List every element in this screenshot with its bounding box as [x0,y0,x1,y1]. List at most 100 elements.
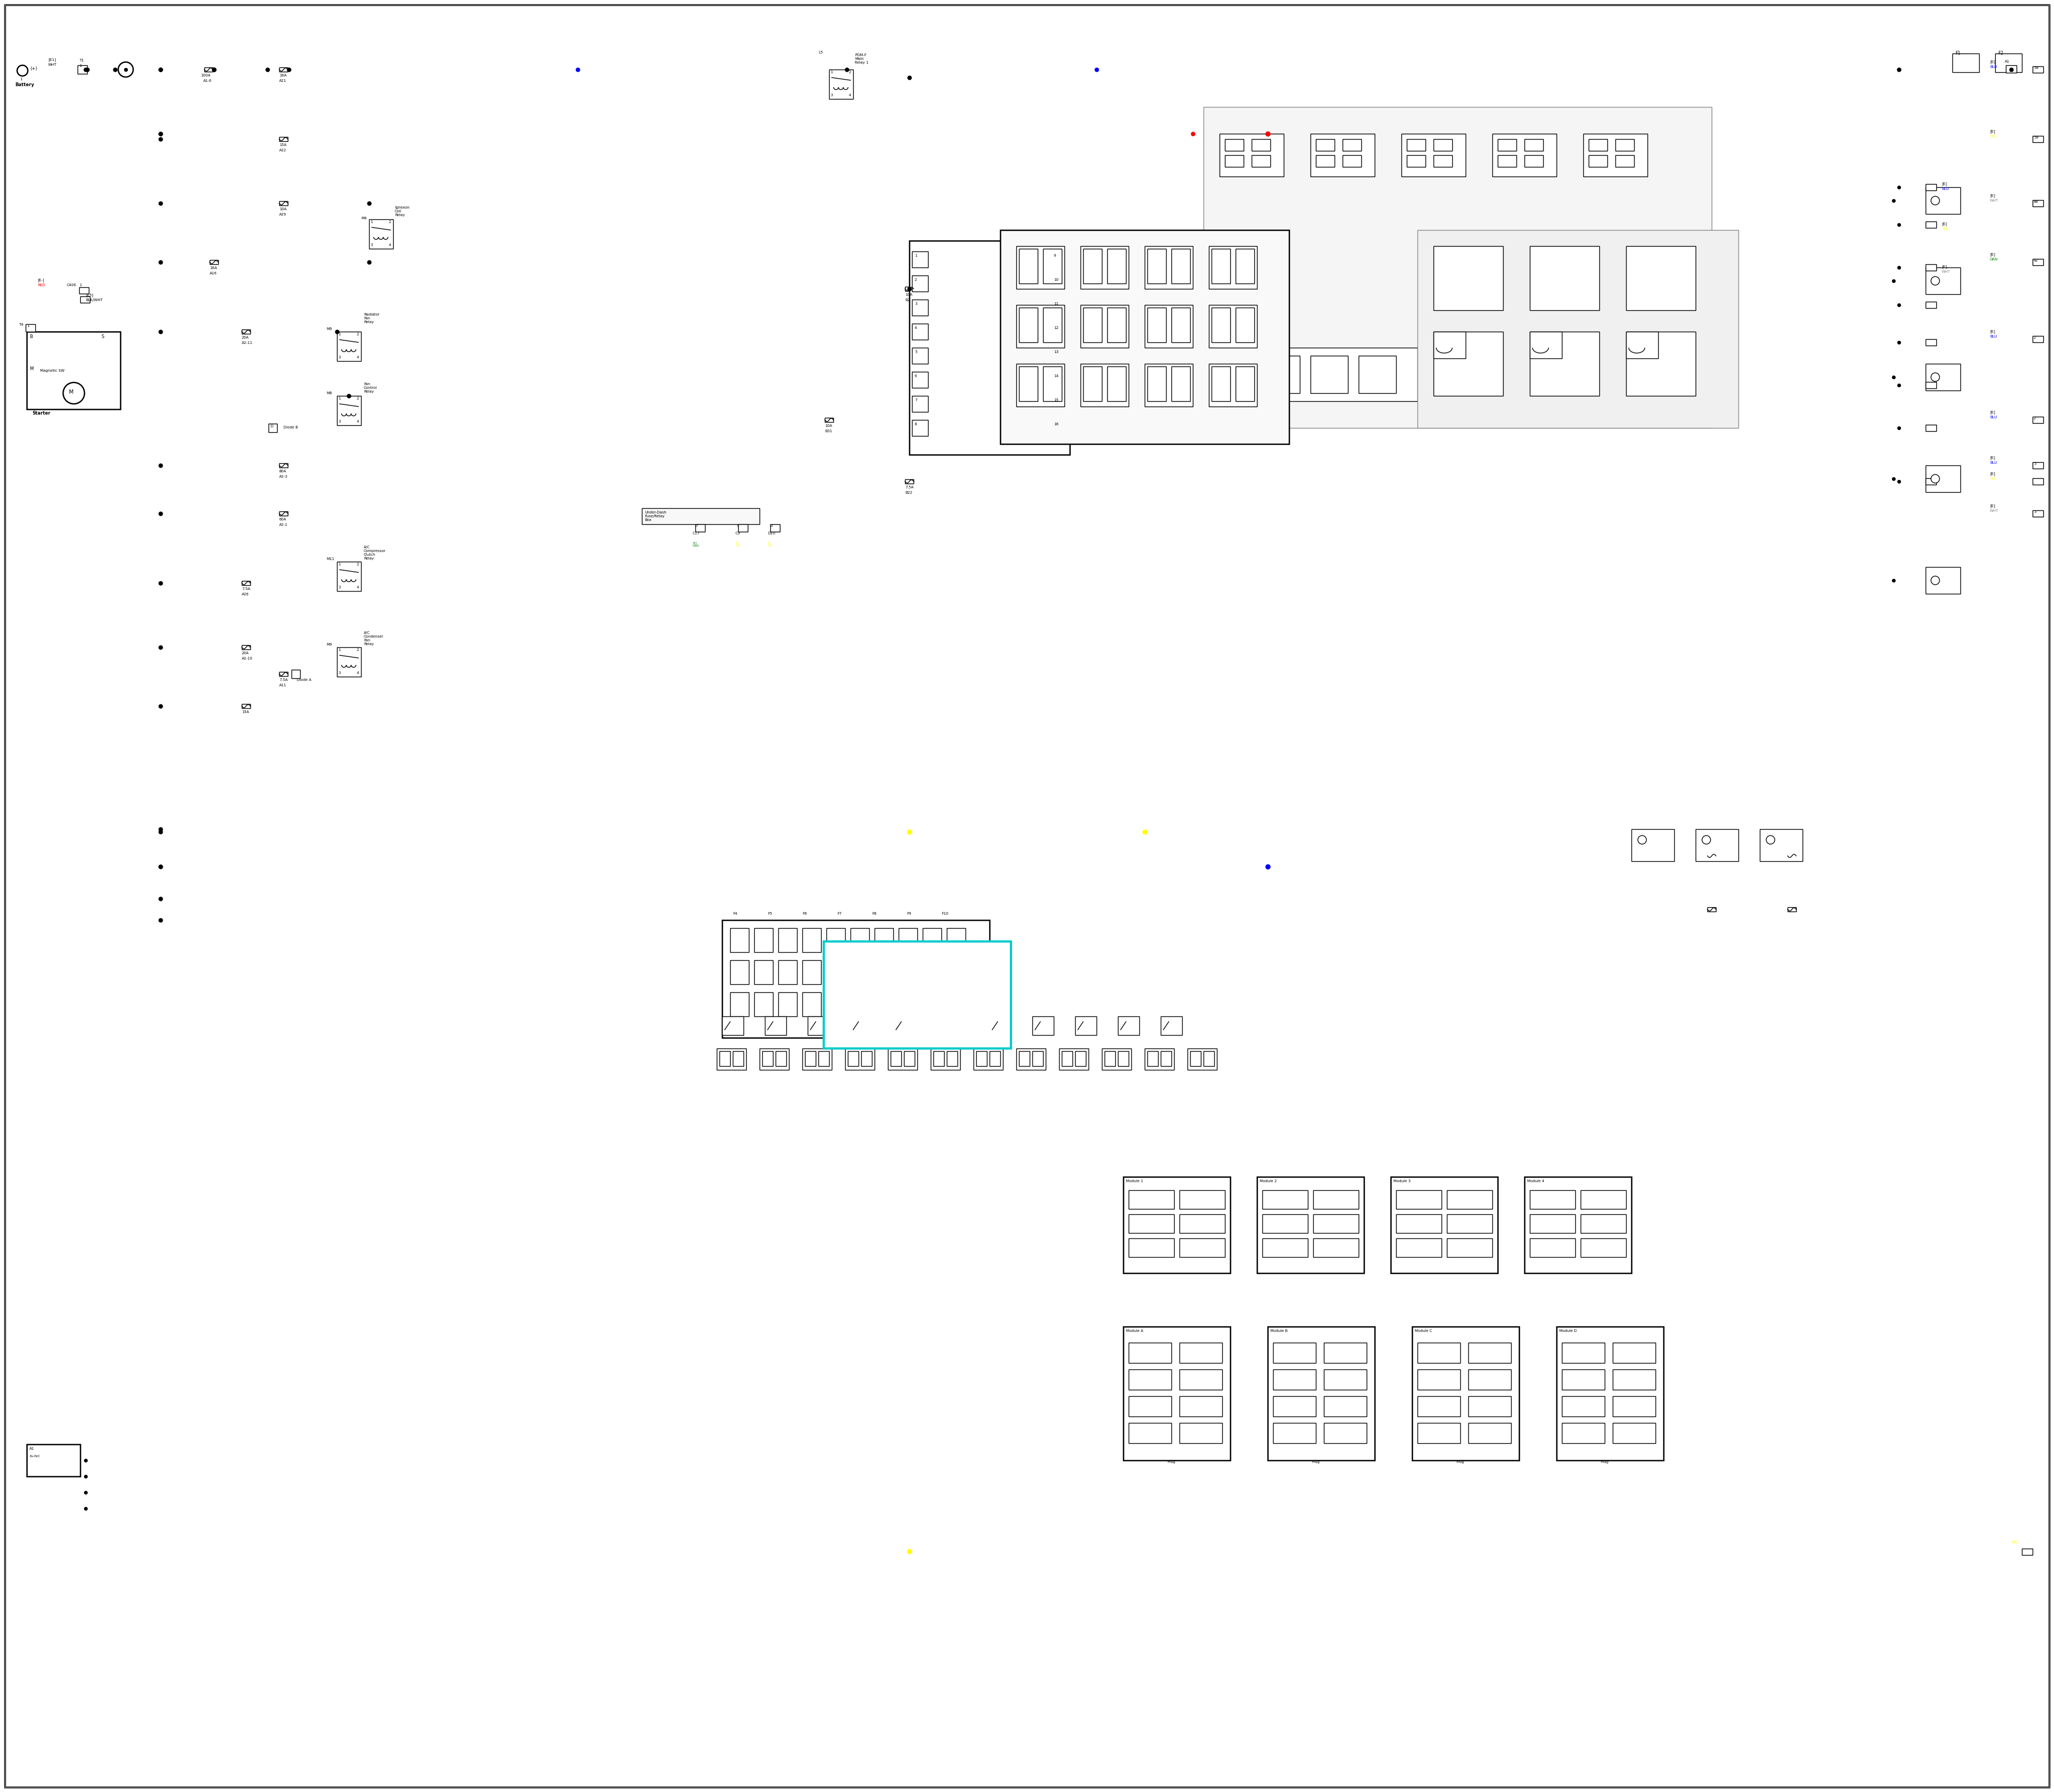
Text: 1: 1 [80,65,82,68]
Text: 20A: 20A [242,652,249,654]
Bar [875,961,893,984]
Bar [696,525,705,532]
Bar [906,287,914,290]
Text: 100A: 100A [201,73,210,77]
Text: 2: 2 [914,278,916,281]
Bar [1148,249,1167,283]
Bar [1124,1177,1230,1272]
Bar [1179,1369,1222,1391]
Bar [1148,308,1167,342]
Text: D: D [271,425,273,428]
Text: 4: 4 [388,244,390,247]
Text: BLU: BLU [1990,416,1996,419]
Bar [1530,1215,1575,1233]
Bar [1237,249,1255,283]
Text: Ignexon
Coil
Relay: Ignexon Coil Relay [394,206,409,217]
Bar [1391,1177,1497,1272]
Text: Module C: Module C [1415,1330,1432,1333]
Text: WHT: WHT [47,63,58,66]
Bar [764,1016,787,1036]
Circle shape [1703,835,1711,844]
Bar [337,647,362,677]
Bar [1612,1369,1656,1391]
Bar [826,418,834,423]
Bar [1927,478,1937,484]
Text: D10: D10 [768,532,774,536]
Bar [900,993,918,1016]
Bar [1397,1238,1442,1256]
Bar [930,1048,959,1070]
Bar [279,511,288,516]
Bar [2033,258,2044,265]
Text: 2: 2 [357,649,359,652]
Bar [1927,222,1937,228]
Bar [1179,1423,1222,1443]
Bar [269,423,277,432]
Bar [1469,1369,1512,1391]
Text: M9: M9 [327,328,333,330]
Bar [891,1052,902,1066]
Bar [776,1052,787,1066]
Bar [2033,136,2044,142]
Bar [1446,1190,1493,1210]
Text: F6: F6 [803,912,807,916]
Bar [1179,1342,1222,1364]
Bar [1582,1238,1627,1256]
Bar [2033,478,2044,484]
Bar [1212,308,1230,342]
Text: F7: F7 [838,912,842,916]
Bar [1317,156,1335,167]
Text: F2: F2 [1999,50,2003,56]
Bar [778,993,797,1016]
Bar [887,1048,918,1070]
Bar [1434,332,1467,358]
Text: 4: 4 [357,419,359,423]
Text: [E-]: [E-] [37,278,43,281]
Bar [826,928,844,952]
Bar [1179,1190,1224,1210]
Text: WHT: WHT [1990,509,1999,513]
Bar [1561,1423,1604,1443]
Text: M4: M4 [362,217,366,220]
Bar [1033,1052,1043,1066]
Bar [1267,1326,1374,1460]
Bar [803,993,822,1016]
Text: [E]
YEL: [E] YEL [768,541,772,547]
Bar [1325,1423,1366,1443]
Bar [1313,1190,1358,1210]
Bar [1082,308,1101,342]
Text: 16A: 16A [210,267,218,269]
Text: WHT: WHT [1990,199,1999,202]
Bar [1557,1326,1664,1460]
Bar [1043,366,1062,401]
Bar [1210,305,1257,348]
Bar [1052,396,1068,412]
Circle shape [1931,575,1939,584]
Bar [1325,1342,1366,1364]
Bar [1204,108,1711,428]
Bar [1417,1342,1460,1364]
Bar [912,299,928,315]
Bar [1417,229,1738,428]
Bar [824,941,1011,1048]
Bar [1434,332,1504,396]
Text: A2-10: A2-10 [242,658,253,659]
Text: 2: 2 [848,70,850,73]
Bar [1927,466,1960,493]
Text: B2: B2 [906,299,910,301]
Text: Plug: Plug [1167,1460,1175,1464]
Circle shape [64,382,84,403]
Bar [1530,246,1600,310]
Text: Module 4: Module 4 [1526,1179,1545,1183]
Bar [770,525,781,532]
Bar [1994,54,2021,72]
Text: A2-3: A2-3 [279,475,288,478]
Bar [1144,246,1193,289]
Text: Module A: Module A [1126,1330,1144,1333]
Bar [1561,1396,1604,1416]
Bar [1627,332,1697,396]
Bar [1446,1238,1493,1256]
Circle shape [16,65,29,75]
Bar [1530,332,1561,358]
Bar [906,478,914,484]
